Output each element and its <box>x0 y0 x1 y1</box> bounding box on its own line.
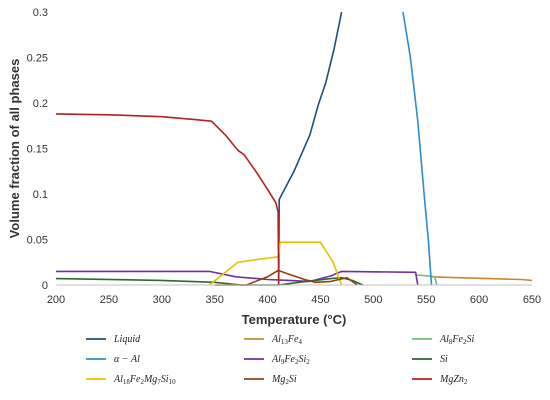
y-tick-label: 0.25 <box>27 53 48 65</box>
y-tick-label: 0.1 <box>33 189 48 201</box>
x-tick-label: 600 <box>470 294 488 306</box>
legend-label: Al8Fe2Si <box>439 334 474 346</box>
legend-label: MgZn2 <box>439 374 468 386</box>
legend-label: Mg2Si <box>271 374 297 386</box>
series-line-7 <box>214 269 358 286</box>
series-line-2 <box>415 274 438 286</box>
x-tick-label: 300 <box>153 294 171 306</box>
x-tick-label: 450 <box>311 294 329 306</box>
plot-area <box>56 11 532 286</box>
series-line-3 <box>402 11 433 286</box>
legend-label: Liquid <box>113 334 141 345</box>
x-tick-label: 650 <box>523 294 541 306</box>
series-line-5 <box>56 276 364 286</box>
y-axis-title: Volume fraction of all phases <box>7 59 22 239</box>
legend: Liquid Al13Fe4 Al8Fe2Si α − Al Al9Fe2Si2 Si Al… <box>86 334 474 386</box>
legend-label: Al9Fe2Si2 <box>271 354 310 366</box>
series-line-4 <box>56 270 419 286</box>
series-line-0 <box>277 11 343 286</box>
y-tick-labels: 0 0.05 0.1 0.15 0.2 0.25 0.3 <box>27 7 48 292</box>
series-line-1 <box>431 276 532 282</box>
y-tick-label: 0.05 <box>27 235 48 247</box>
x-tick-label: 250 <box>100 294 118 306</box>
y-tick-label: 0.2 <box>33 98 48 110</box>
legend-label: Al18Fe2Mg7Si10 <box>113 374 176 386</box>
y-tick-label: 0 <box>42 280 48 292</box>
x-tick-label: 400 <box>258 294 276 306</box>
x-tick-label: 350 <box>205 294 223 306</box>
legend-label: α − Al <box>114 354 140 365</box>
x-tick-labels: 200 250 300 350 400 450 500 550 600 650 <box>47 294 541 306</box>
legend-label: Al13Fe4 <box>271 334 302 346</box>
legend-label: Si <box>440 354 448 365</box>
y-tick-label: 0.15 <box>27 144 48 156</box>
y-tick-label: 0.3 <box>33 7 48 19</box>
x-tick-label: 200 <box>47 294 65 306</box>
series-line-8 <box>56 113 280 286</box>
x-axis-title: Temperature (°C) <box>242 312 347 327</box>
x-tick-label: 550 <box>417 294 435 306</box>
x-tick-label: 500 <box>364 294 382 306</box>
